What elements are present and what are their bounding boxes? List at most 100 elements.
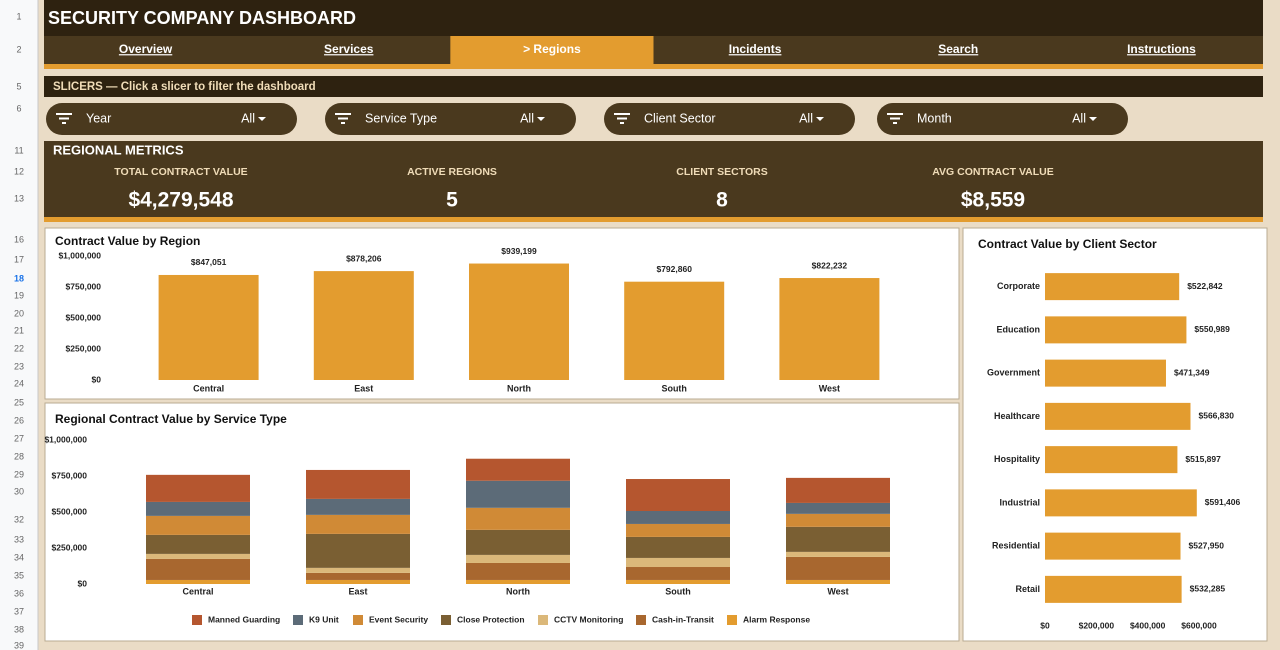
- slicer-label: Month: [917, 111, 952, 125]
- slicer-value[interactable]: All: [520, 111, 534, 125]
- category-label: North: [507, 383, 531, 393]
- bar-segment: [626, 567, 730, 580]
- bar-segment: [306, 533, 410, 568]
- kpi-label: TOTAL CONTRACT VALUE: [114, 166, 247, 178]
- row-number: 28: [14, 451, 24, 461]
- legend-label: Event Security: [369, 614, 428, 624]
- category-label: East: [354, 383, 373, 393]
- bar: [779, 278, 880, 380]
- bar-segment: [786, 579, 890, 584]
- row-number: 2: [16, 44, 21, 54]
- bar-segment: [626, 479, 730, 511]
- accent-strip: [44, 64, 1263, 69]
- bar-segment: [786, 513, 890, 527]
- value-label: $550,989: [1194, 324, 1230, 334]
- bar-segment: [786, 477, 890, 503]
- y-tick-label: $250,000: [52, 542, 88, 552]
- bar-segment: [146, 515, 250, 535]
- kpi-value: 5: [446, 189, 458, 212]
- row-number: 22: [14, 343, 24, 353]
- legend-swatch: [538, 615, 548, 625]
- row-number: 6: [16, 103, 21, 113]
- nav-tab[interactable]: Incidents: [729, 42, 782, 56]
- row-number: 5: [16, 81, 21, 91]
- legend-swatch: [441, 615, 451, 625]
- x-tick-label: $200,000: [1079, 620, 1115, 630]
- value-label: $532,285: [1190, 584, 1226, 594]
- legend-swatch: [727, 615, 737, 625]
- row-number: 11: [14, 145, 23, 155]
- accent-strip: [44, 217, 1263, 222]
- legend-label: Close Protection: [457, 614, 525, 624]
- slicer-value[interactable]: All: [799, 111, 813, 125]
- legend-swatch: [293, 615, 303, 625]
- title-bar: [44, 0, 1263, 36]
- category-label: Retail: [1015, 584, 1040, 594]
- metrics-title: REGIONAL METRICS: [53, 142, 184, 157]
- slicer[interactable]: [877, 103, 1128, 135]
- category-label: Government: [987, 368, 1040, 378]
- row-number: 33: [14, 534, 24, 544]
- row-number: 35: [14, 570, 24, 580]
- category-label: Hospitality: [994, 454, 1040, 464]
- dropdown-caret: [537, 117, 545, 121]
- bar: [1045, 316, 1187, 344]
- category-label: Corporate: [997, 281, 1040, 291]
- y-tick-label: $500,000: [52, 506, 88, 516]
- slicer-label: Client Sector: [644, 111, 716, 125]
- bar-segment: [626, 510, 730, 524]
- nav-tab[interactable]: Services: [324, 42, 374, 56]
- bar-segment: [626, 536, 730, 558]
- value-label: $522,842: [1187, 281, 1223, 291]
- legend-swatch: [353, 615, 363, 625]
- row-number: 24: [14, 378, 24, 388]
- slicer[interactable]: [46, 103, 297, 135]
- nav-tab[interactable]: Instructions: [1127, 42, 1196, 56]
- row-number: 37: [14, 606, 24, 616]
- slicer-value[interactable]: All: [1072, 111, 1086, 125]
- row-number: 23: [14, 361, 24, 371]
- x-tick-label: $600,000: [1181, 620, 1217, 630]
- row-number: 29: [14, 469, 24, 479]
- value-label: $515,897: [1185, 454, 1221, 464]
- value-label: $878,206: [346, 253, 382, 263]
- y-tick-label: $0: [92, 374, 102, 384]
- row-number: 18: [14, 273, 24, 283]
- bar-segment: [306, 579, 410, 584]
- bar-segment: [306, 572, 410, 580]
- bar: [158, 274, 259, 380]
- kpi-value: 8: [716, 189, 728, 212]
- slicer-value[interactable]: All: [241, 111, 255, 125]
- slicer[interactable]: [325, 103, 576, 135]
- chart-title: Contract Value by Region: [55, 234, 200, 248]
- nav-tab[interactable]: Search: [938, 42, 978, 56]
- bar-segment: [466, 458, 570, 481]
- bar-segment: [466, 529, 570, 555]
- value-label: $566,830: [1198, 411, 1234, 421]
- category-label: Central: [182, 586, 213, 596]
- row-number: 38: [14, 624, 24, 634]
- kpi-value: $4,279,548: [128, 189, 233, 212]
- row-number: 20: [14, 308, 24, 318]
- value-label: $822,232: [812, 260, 848, 270]
- bar: [469, 263, 569, 380]
- row-number: 27: [14, 433, 24, 443]
- row-number: 39: [14, 640, 24, 650]
- category-label: Central: [193, 383, 224, 393]
- bar-segment: [626, 579, 730, 584]
- nav-tab[interactable]: Overview: [119, 42, 173, 56]
- legend-swatch: [192, 615, 202, 625]
- bar-segment: [786, 526, 890, 552]
- y-tick-label: $750,000: [66, 281, 102, 291]
- nav-tab[interactable]: > Regions: [523, 42, 581, 56]
- bar: [1045, 489, 1197, 517]
- value-label: $471,349: [1174, 367, 1210, 377]
- y-tick-label: $1,000,000: [58, 250, 101, 260]
- legend-label: Cash-in-Transit: [652, 614, 714, 624]
- row-number: 12: [14, 166, 24, 176]
- legend-swatch: [636, 615, 646, 625]
- bar: [313, 271, 414, 380]
- slicer[interactable]: [604, 103, 855, 135]
- row-number: 25: [14, 397, 24, 407]
